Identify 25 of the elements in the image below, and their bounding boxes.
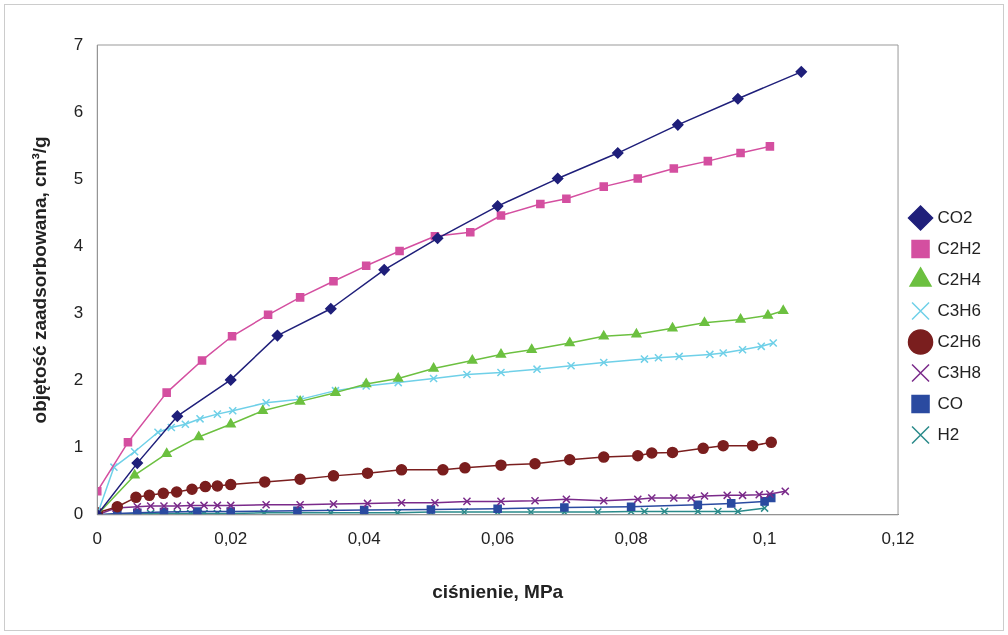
y-tick-label: 3	[73, 303, 84, 323]
y-tick-label: 5	[73, 168, 84, 188]
x-axis-title: ciśnienie, MPa	[432, 580, 564, 602]
y-tick-label: 0	[73, 504, 84, 524]
legend-label: C2H4	[937, 269, 982, 289]
legend-label: C3H8	[937, 362, 982, 382]
x-tick-label: 0,06	[481, 528, 515, 548]
legend-label: C3H6	[937, 300, 982, 320]
y-tick-label: 1	[73, 437, 84, 457]
y-tick-label: 7	[73, 34, 84, 54]
legend-label: C2H6	[937, 331, 982, 351]
x-tick-label: 0,08	[614, 528, 648, 548]
y-tick-label: 2	[73, 370, 84, 390]
y-axis-title: objętość zaadsorbowana, cm³/g	[28, 136, 50, 424]
y-tick-label: 6	[73, 101, 84, 121]
legend-label: C2H2	[937, 238, 982, 258]
y-tick-label: 4	[73, 236, 84, 256]
legend-label: H2	[937, 424, 960, 444]
x-tick-label: 0,12	[881, 528, 915, 548]
x-tick-label: 0	[92, 528, 102, 548]
legend-label: CO	[937, 393, 964, 413]
x-tick-label: 0,1	[752, 528, 777, 548]
legend-label: CO2	[937, 207, 973, 227]
x-tick-label: 0,04	[347, 528, 381, 548]
x-tick-label: 0,02	[214, 528, 248, 548]
